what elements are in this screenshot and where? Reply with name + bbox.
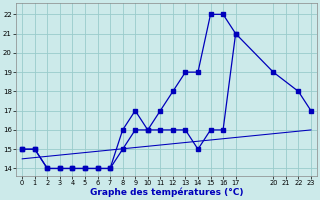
X-axis label: Graphe des températures (°C): Graphe des températures (°C) bbox=[90, 188, 243, 197]
